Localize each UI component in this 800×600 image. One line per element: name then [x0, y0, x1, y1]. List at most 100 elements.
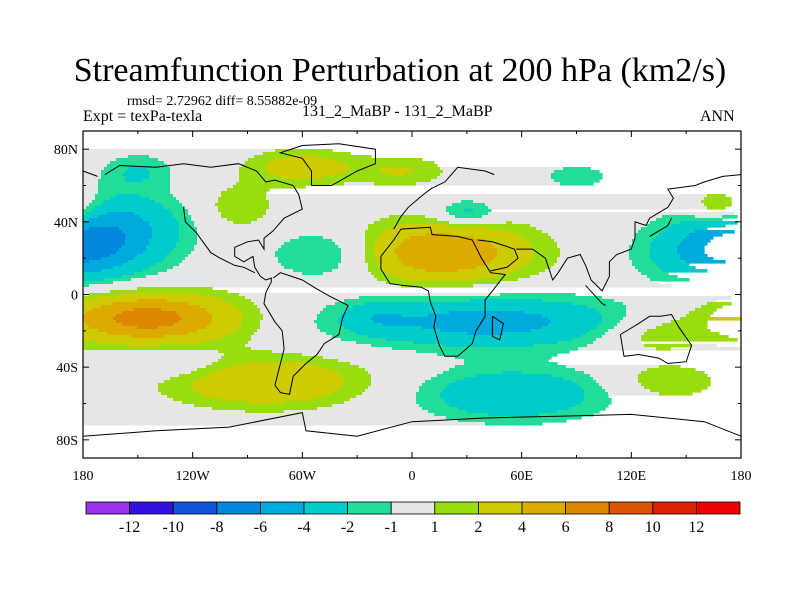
contour-cell: [290, 239, 333, 243]
contour-cell: [653, 260, 687, 264]
contour-cell: [104, 200, 156, 204]
contour-cell: [89, 203, 102, 207]
contour-cell: [635, 233, 660, 237]
contour-cell: [530, 275, 648, 279]
contour-cell: [182, 260, 279, 264]
contour-cell: [482, 215, 663, 219]
contour-cell: [584, 395, 609, 399]
contour-cell: [239, 326, 261, 330]
contour-cell: [344, 311, 450, 315]
contour-cell: [92, 200, 105, 204]
contour-cell: [452, 203, 486, 207]
contour-cell: [239, 308, 261, 312]
contour-cell: [605, 389, 651, 393]
contour-cell: [404, 173, 441, 177]
contour-cell: [701, 305, 723, 309]
contour-cell: [83, 248, 120, 252]
contour-cell: [83, 200, 93, 204]
contour-cell: [521, 266, 552, 270]
contour-cell: [626, 311, 690, 315]
contour-cell: [362, 392, 417, 396]
y-tick-label: 40N: [54, 216, 78, 231]
contour-cell: [455, 356, 552, 360]
contour-cell: [86, 212, 108, 216]
contour-cell: [341, 314, 375, 318]
contour-cell: [143, 269, 168, 273]
contour-cell: [83, 320, 117, 324]
contour-cell: [449, 212, 489, 216]
contour-cell: [83, 209, 93, 213]
contour-cell: [551, 176, 603, 180]
contour-cell: [638, 269, 663, 273]
contour-cell: [83, 389, 159, 393]
contour-cell: [338, 320, 375, 324]
contour-cell: [83, 239, 126, 243]
contour-cell: [341, 386, 369, 390]
contour-cell: [404, 278, 480, 282]
contour-cell: [464, 362, 558, 366]
contour-cell: [149, 224, 180, 228]
contour-cell: [83, 170, 102, 174]
contour-cell: [164, 380, 195, 384]
contour-cell: [701, 200, 732, 204]
contour-cell: [137, 287, 213, 291]
contour-cell: [551, 236, 636, 240]
contour-cell: [446, 386, 582, 390]
contour-cell: [380, 218, 438, 222]
contour-cell: [644, 344, 693, 348]
contour-cell: [167, 254, 189, 258]
contour-cell: [617, 323, 663, 327]
contour-cell: [662, 230, 696, 234]
contour-cell: [371, 377, 432, 381]
coastline: [619, 313, 693, 365]
contour-cell: [374, 254, 399, 258]
contour-cell: [602, 296, 732, 300]
colorbar-label: -8: [210, 519, 223, 536]
contour-cell: [197, 242, 285, 246]
contour-cell: [401, 260, 492, 264]
contour-cell: [458, 269, 516, 273]
contour-cell: [584, 371, 642, 375]
contour-cell: [284, 242, 336, 246]
contour-cell: [125, 170, 150, 174]
contour-cell: [233, 185, 306, 189]
contour-cell: [323, 236, 366, 240]
experiment-label: Expt = texPa-texla: [83, 108, 203, 125]
contour-cell: [266, 164, 348, 168]
contour-cell: [413, 170, 444, 174]
contour-cell: [332, 158, 423, 162]
coastline: [380, 226, 507, 357]
contour-cell: [173, 323, 210, 327]
contour-cell: [101, 305, 201, 309]
contour-cell: [557, 410, 600, 414]
contour-cell: [95, 341, 201, 345]
contour-cell: [371, 383, 423, 387]
contour-cell: [122, 173, 150, 177]
contour-cell: [161, 260, 183, 264]
contour-cell: [527, 263, 555, 267]
contour-cell: [572, 302, 624, 306]
contour-cell: [98, 182, 171, 186]
contour-cell: [689, 311, 714, 315]
contour-cell: [140, 194, 174, 198]
contour-cell: [89, 260, 129, 264]
contour-cell: [83, 158, 117, 162]
contour-cell: [206, 395, 324, 399]
contour-cell: [485, 239, 528, 243]
contour-cell: [509, 230, 543, 234]
contour-cell: [176, 245, 195, 249]
contour-cell: [449, 404, 576, 408]
contour-cell: [371, 374, 438, 378]
contour-cell: [266, 167, 351, 171]
contour-cell: [374, 251, 396, 255]
contour-cell: [269, 203, 453, 207]
contour-cell: [191, 215, 222, 219]
contour-cell: [359, 296, 603, 300]
contour-cell: [170, 167, 240, 171]
contour-cell: [245, 161, 270, 165]
contour-cell: [101, 176, 126, 180]
contour-cell: [149, 155, 255, 159]
contour-cell: [491, 242, 531, 246]
contour-cell: [641, 272, 669, 276]
contour-cell: [560, 182, 594, 186]
